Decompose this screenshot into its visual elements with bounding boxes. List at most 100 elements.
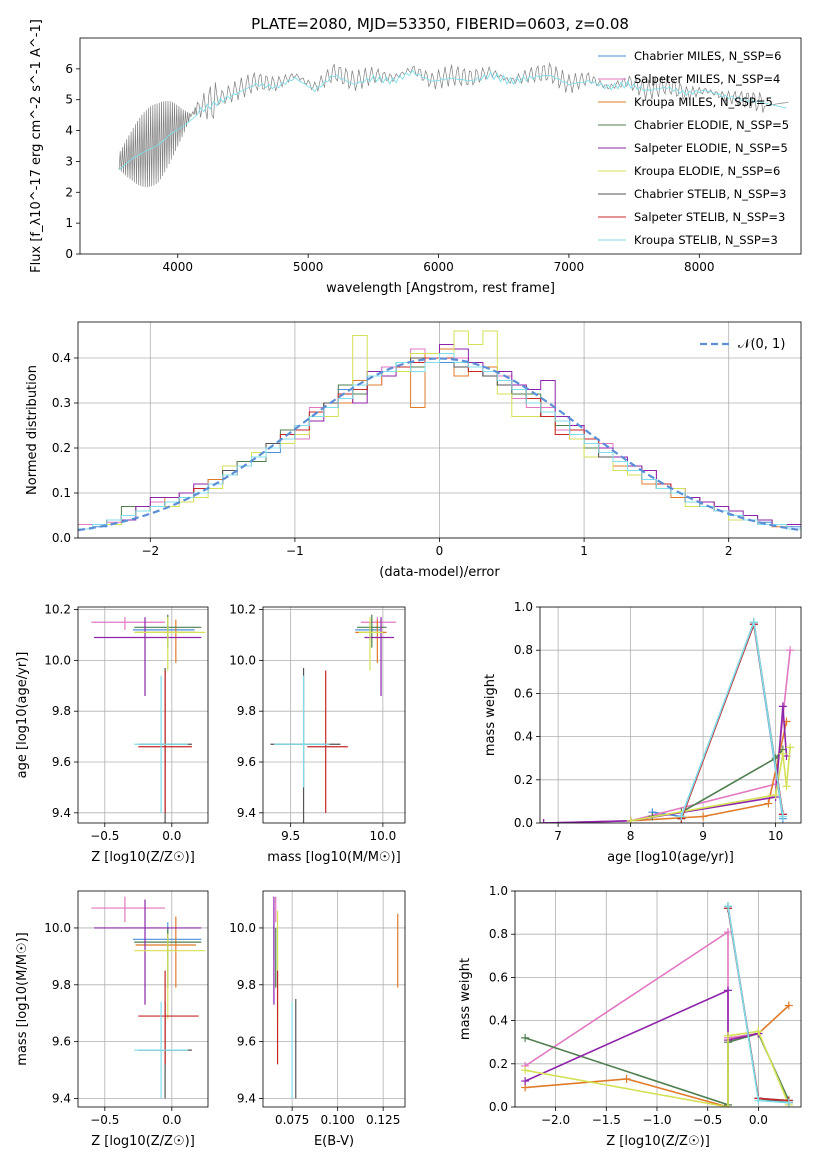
- y-tick-label: 10.0: [229, 921, 256, 935]
- weight-marker: [782, 782, 791, 791]
- y-tick-label: 9.4: [52, 1091, 71, 1105]
- x-tick-label: 8: [627, 829, 635, 843]
- x-axis-label: Z [log10(Z/Z☉)]: [91, 850, 195, 865]
- y-axis-label: mass weight: [483, 674, 498, 756]
- y-tick-label: 9.6: [52, 755, 71, 769]
- panel-5: 7 8 9 10 0.0 0.2 0.4 0.6 0.8 1.0 age [log10(age/yr…: [483, 600, 802, 865]
- x-tick-label: 0: [436, 544, 444, 558]
- x-tick-label: 6000: [423, 260, 454, 274]
- weight-line: [524, 930, 759, 1067]
- y-tick-label: 1.0: [489, 884, 508, 898]
- panel-1: 4000 5000 6000 7000 8000 0 1 2 3 4 5 6 PLATE=2080, M…: [29, 15, 802, 296]
- y-tick-label: 9.6: [52, 1035, 71, 1049]
- x-tick-label: −1: [286, 544, 304, 558]
- x-axis-label: wavelength [Angstrom, rest frame]: [326, 281, 555, 296]
- x-tick-label: 10.0: [370, 829, 397, 843]
- y-tick-label: 9.4: [237, 1091, 256, 1105]
- x-tick-label: 0.125: [366, 1113, 400, 1127]
- weight-marker: [622, 1074, 631, 1083]
- legend: 𝒩(0, 1): [700, 337, 785, 352]
- y-tick-label: 1.0: [514, 600, 533, 614]
- y-tick-label: 9.4: [52, 806, 71, 820]
- x-tick-label: 0.0: [162, 1113, 181, 1127]
- weight-marker: [723, 928, 732, 937]
- spectrum-data-line: [118, 62, 789, 188]
- weight-marker: [778, 812, 787, 821]
- x-tick-label: −0.5: [90, 829, 119, 843]
- legend-label: Chabrier ELODIE, N_SSP=5: [634, 118, 789, 132]
- weight-marker: [521, 1077, 530, 1086]
- x-axis-label: (data-model)/error: [379, 565, 500, 580]
- y-tick-label: 0: [65, 247, 73, 261]
- x-axis-label: Z [log10(Z/Z☉)]: [91, 1134, 195, 1149]
- weight-line: [680, 621, 784, 817]
- weight-line: [630, 747, 791, 822]
- plot-area: [118, 62, 789, 188]
- weight-marker: [786, 743, 795, 752]
- y-tick-label: 0.0: [514, 816, 533, 830]
- x-axis-label: mass [log10(M/M☉)]: [267, 850, 400, 865]
- y-tick-label: 0.0: [489, 1100, 508, 1114]
- x-axis-label: age [log10(age/yr)]: [607, 850, 734, 865]
- weight-marker: [784, 1098, 793, 1107]
- weight-marker: [723, 902, 732, 911]
- y-tick-label: 0.6: [514, 686, 533, 700]
- y-tick-label: 0.2: [514, 773, 533, 787]
- axes-frame: [539, 606, 802, 824]
- panel-6: −0.5 0.0 9.4 9.6 9.8 10.0 Z [log10(Z/Z☉)] mass …: [15, 890, 209, 1149]
- weight-line: [630, 721, 788, 822]
- weight-marker: [699, 812, 708, 821]
- y-tick-label: 0.2: [52, 441, 71, 455]
- y-tick-label: 0.8: [489, 927, 508, 941]
- weight-marker: [754, 1096, 763, 1105]
- y-tick-label: 10.2: [44, 603, 71, 617]
- weight-marker: [778, 749, 787, 758]
- spectrum-model-line: [118, 69, 787, 170]
- weight-marker: [626, 816, 635, 823]
- y-axis-label: mass [log10(M/M☉)]: [15, 932, 30, 1065]
- y-tick-label: 0.0: [52, 531, 71, 545]
- axes-frame: [77, 606, 209, 824]
- x-tick-label: 7000: [554, 260, 585, 274]
- legend-label: Salpeter STELIB, N_SSP=3: [634, 210, 785, 224]
- weight-marker: [786, 646, 795, 655]
- x-axis-label: E(B-V): [314, 1134, 354, 1149]
- chart-title: PLATE=2080, MJD=53350, FIBERID=0603, z=0…: [251, 15, 629, 33]
- y-tick-label: 6: [65, 62, 73, 76]
- y-tick-label: 10.0: [44, 921, 71, 935]
- axes-frame: [262, 890, 406, 1108]
- x-tick-label: 0.0: [749, 1113, 768, 1127]
- y-tick-label: 1: [65, 216, 73, 230]
- weight-marker: [723, 1031, 732, 1040]
- x-tick-label: −1.5: [592, 1113, 621, 1127]
- y-tick-label: 10.2: [229, 603, 256, 617]
- x-tick-label: 10: [768, 829, 783, 843]
- plot-area: [78, 322, 801, 538]
- weight-marker: [754, 1027, 763, 1036]
- weight-marker: [778, 702, 787, 711]
- plot-area: [78, 607, 208, 823]
- x-tick-label: 0.0: [162, 829, 181, 843]
- y-tick-label: 4: [65, 124, 73, 138]
- x-axis-label: Z [log10(Z/Z☉)]: [606, 1134, 710, 1149]
- legend: Chabrier MILES, N_SSP=6 Salpeter MILES, N…: [598, 49, 789, 247]
- y-tick-label: 0.3: [52, 396, 71, 410]
- x-tick-label: 8000: [684, 260, 715, 274]
- legend-label: Kroupa MILES, N_SSP=5: [634, 95, 773, 109]
- y-axis-label: Flux [f_λ10^-17 erg cm^-2 s^-1 A^-1]: [29, 19, 44, 273]
- y-tick-label: 9.8: [237, 978, 256, 992]
- y-tick-label: 3: [65, 154, 73, 168]
- y-tick-label: 9.8: [52, 978, 71, 992]
- panel-4: 9.5 10.0 9.4 9.6 9.8 10.0 10.2 mass [log10(M/M☉…: [229, 603, 406, 865]
- weight-marker: [521, 1033, 530, 1042]
- weight-marker: [784, 1001, 793, 1010]
- y-axis-label: Normed distribution: [25, 365, 40, 495]
- y-tick-label: 10.0: [44, 653, 71, 667]
- y-tick-label: 0.6: [489, 970, 508, 984]
- y-tick-label: 0.4: [52, 351, 71, 365]
- axes-frame: [77, 321, 802, 539]
- x-tick-label: 2: [725, 544, 733, 558]
- weight-marker: [521, 1066, 530, 1075]
- y-tick-label: 0.2: [489, 1057, 508, 1071]
- legend-label: Kroupa ELODIE, N_SSP=6: [634, 164, 780, 178]
